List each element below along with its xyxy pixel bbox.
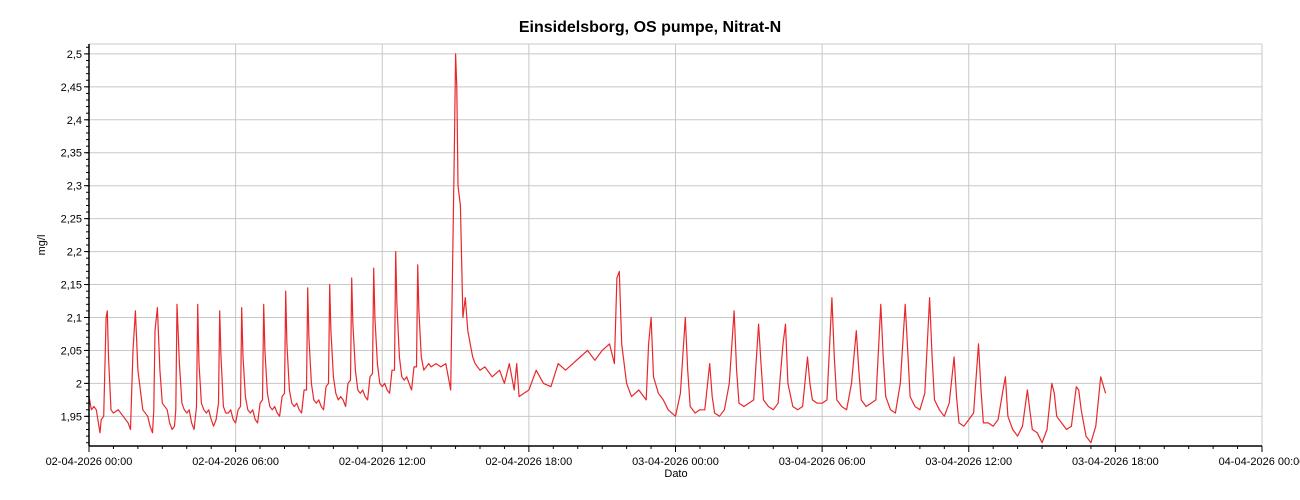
y-tick-label: 2,1 <box>67 312 82 324</box>
y-tick-label: 2,4 <box>67 115 82 127</box>
y-tick-label: 2,25 <box>61 214 82 226</box>
x-tick-label: 04-04-2026 00:00 <box>1219 456 1300 468</box>
series-line-0 <box>88 53 1107 444</box>
label-layer: 1,95 2 2,05 2,1 2,15 2,2 2,25 2,3 2,35 2,4 2,45 2,5… <box>46 49 1300 468</box>
x-tick-label: 02-04-2026 12:00 <box>339 456 426 468</box>
y-tick-label: 2,35 <box>61 148 82 160</box>
axis-layer <box>84 44 1263 452</box>
x-tick-label: 03-04-2026 00:00 <box>632 456 719 468</box>
x-tick-label: 03-04-2026 12:00 <box>925 456 1012 468</box>
x-tick-label: 03-04-2026 06:00 <box>779 456 866 468</box>
grid-layer <box>88 43 1263 446</box>
y-tick-label: 2,3 <box>67 181 82 193</box>
x-tick-label: 02-04-2026 06:00 <box>192 456 279 468</box>
y-tick-label: 2,05 <box>61 345 82 357</box>
x-tick-label: 02-04-2026 00:00 <box>46 456 133 468</box>
y-tick-label: 2,5 <box>67 49 82 61</box>
x-tick-label: 02-04-2026 18:00 <box>485 456 572 468</box>
y-tick-label: 2 <box>76 378 82 390</box>
y-tick-label: 2,2 <box>67 247 82 259</box>
y-tick-label: 2,15 <box>61 280 82 292</box>
chart-title: Einsidelsborg, OS pumpe, Nitrat-N <box>518 19 782 36</box>
y-axis-title: mg/l <box>36 235 48 256</box>
x-axis-title: Dato <box>664 468 687 480</box>
series-layer <box>88 53 1107 444</box>
x-tick-label: 03-04-2026 18:00 <box>1072 456 1159 468</box>
y-tick-label: 1,95 <box>61 411 82 423</box>
y-tick-label: 2,45 <box>61 82 82 94</box>
